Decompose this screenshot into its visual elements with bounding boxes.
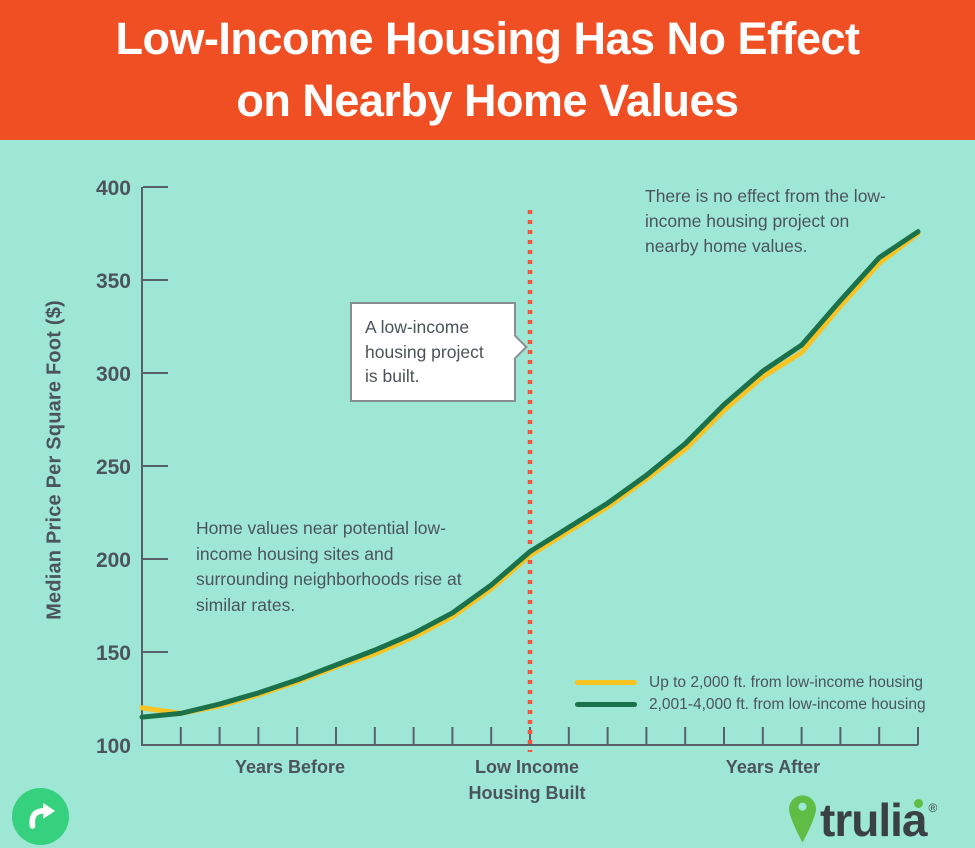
share-arrow-icon bbox=[28, 802, 55, 829]
svg-text:150: 150 bbox=[96, 642, 131, 665]
svg-text:100: 100 bbox=[96, 735, 131, 758]
trulia-i-dot bbox=[914, 799, 923, 808]
x-axis-label-housing-built: Housing Built bbox=[468, 783, 586, 803]
svg-text:350: 350 bbox=[96, 270, 131, 293]
svg-text:200: 200 bbox=[96, 549, 131, 572]
page-title-line2: on Nearby Home Values bbox=[236, 75, 739, 126]
callout-text: A low-income housing project is built. bbox=[365, 317, 484, 386]
legend-swatch-green bbox=[575, 702, 637, 707]
registered-trademark-symbol: ® bbox=[928, 801, 938, 815]
svg-text:250: 250 bbox=[96, 456, 131, 479]
page-title-line1: Low-Income Housing Has No Effect bbox=[115, 12, 860, 64]
legend-label-far: 2,001-4,000 ft. from low-income housing bbox=[649, 695, 926, 713]
y-axis-label: Median Price Per Square Foot ($) bbox=[43, 300, 66, 620]
callout-housing-built: A low-income housing project is built. bbox=[350, 302, 528, 402]
legend-row-far: 2,001-4,000 ft. from low-income housing bbox=[575, 696, 926, 713]
trulia-logo[interactable]: trulia ® bbox=[789, 795, 937, 843]
chart-area: 100 150 200 250 300 350 400 Median Price Per S… bbox=[0, 140, 975, 848]
x-axis-label-years-before: Years Before bbox=[234, 757, 346, 777]
share-button[interactable] bbox=[12, 788, 69, 845]
legend-label-near: Up to 2,000 ft. from low-income housing bbox=[649, 673, 923, 691]
chart-legend: Up to 2,000 ft. from low-income housing … bbox=[575, 674, 926, 713]
annotation-similar-rates: Home values near potential low-income ho… bbox=[196, 518, 462, 616]
annotation-no-effect: There is no effect from the low-income h… bbox=[645, 186, 886, 257]
trulia-wordmark-text: trulia bbox=[820, 794, 927, 846]
svg-text:300: 300 bbox=[96, 363, 131, 386]
x-axis-label-low-income: Low Income bbox=[474, 757, 580, 777]
trulia-pin-icon bbox=[789, 795, 816, 843]
svg-text:400: 400 bbox=[96, 177, 131, 200]
legend-row-near: Up to 2,000 ft. from low-income housing bbox=[575, 674, 926, 691]
x-axis-label-years-after: Years After bbox=[725, 757, 821, 777]
trulia-wordmark: trulia bbox=[820, 794, 927, 846]
legend-swatch-yellow bbox=[575, 680, 637, 685]
header-banner: Low-Income Housing Has No Effect on Near… bbox=[0, 0, 975, 140]
line-chart: 100 150 200 250 300 350 400 bbox=[96, 177, 921, 758]
